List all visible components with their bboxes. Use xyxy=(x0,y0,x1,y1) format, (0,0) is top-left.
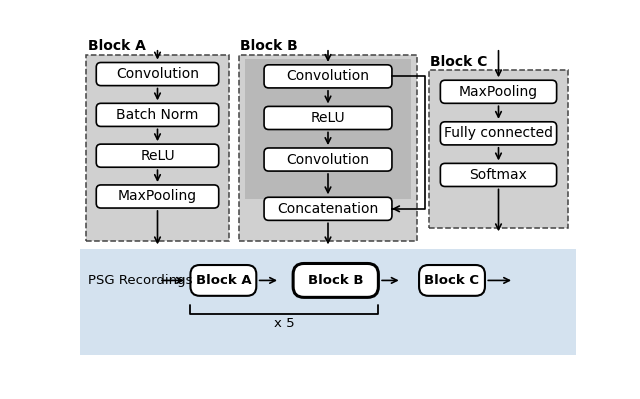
Text: Block C: Block C xyxy=(424,274,479,287)
FancyBboxPatch shape xyxy=(440,80,557,103)
FancyBboxPatch shape xyxy=(96,144,219,167)
Bar xyxy=(80,249,576,355)
Text: MaxPooling: MaxPooling xyxy=(459,85,538,99)
Text: Batch Norm: Batch Norm xyxy=(116,108,198,122)
Bar xyxy=(245,59,411,199)
Bar xyxy=(86,55,229,241)
FancyBboxPatch shape xyxy=(419,265,485,296)
Text: Softmax: Softmax xyxy=(470,168,527,182)
Text: Block B: Block B xyxy=(308,274,364,287)
Text: ReLU: ReLU xyxy=(310,111,346,125)
Text: Concatenation: Concatenation xyxy=(277,202,379,216)
FancyBboxPatch shape xyxy=(440,163,557,186)
FancyBboxPatch shape xyxy=(191,265,256,296)
Text: x 5: x 5 xyxy=(274,317,294,330)
Text: Convolution: Convolution xyxy=(116,67,199,81)
FancyBboxPatch shape xyxy=(264,148,392,171)
FancyBboxPatch shape xyxy=(96,103,219,126)
FancyBboxPatch shape xyxy=(96,185,219,208)
Bar xyxy=(239,55,417,241)
Bar xyxy=(429,70,568,228)
Text: Block C: Block C xyxy=(430,55,488,69)
Text: MaxPooling: MaxPooling xyxy=(118,190,197,203)
Text: PSG Recordings: PSG Recordings xyxy=(88,274,192,287)
Text: Block A: Block A xyxy=(196,274,251,287)
Text: Block A: Block A xyxy=(88,39,146,53)
FancyBboxPatch shape xyxy=(96,63,219,86)
FancyBboxPatch shape xyxy=(264,197,392,220)
FancyBboxPatch shape xyxy=(440,122,557,145)
FancyBboxPatch shape xyxy=(293,263,378,297)
Text: Convolution: Convolution xyxy=(287,69,369,83)
Bar xyxy=(429,70,568,228)
FancyBboxPatch shape xyxy=(264,107,392,130)
Bar xyxy=(86,55,229,241)
Text: Block B: Block B xyxy=(241,39,298,53)
Text: ReLU: ReLU xyxy=(140,149,175,163)
FancyBboxPatch shape xyxy=(264,65,392,88)
Text: Fully connected: Fully connected xyxy=(444,126,553,140)
Bar xyxy=(239,55,417,241)
Text: Convolution: Convolution xyxy=(287,152,369,166)
